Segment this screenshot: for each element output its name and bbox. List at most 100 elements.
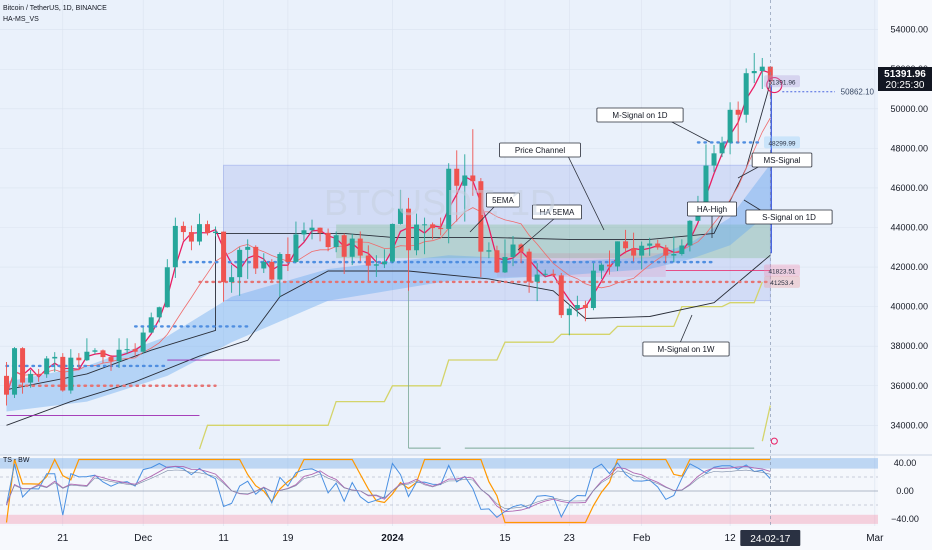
indicator-title: HA-MS_VS [3, 16, 39, 23]
annotation-box [596, 107, 684, 123]
candle-body [470, 175, 476, 182]
candle-body [414, 224, 420, 251]
candle-body [639, 245, 645, 256]
x-tick-label: 11 [218, 533, 229, 544]
annotation-ha5ema: HA 5EMA [540, 208, 575, 217]
candle-body [100, 350, 106, 358]
y-tick-label: 40000.00 [890, 302, 928, 312]
candle-body [229, 277, 235, 283]
candle-body [671, 254, 677, 256]
candle-body [277, 254, 283, 280]
candle-body [28, 373, 34, 383]
candle-body [164, 267, 170, 308]
countdown-timer: 20:25:30 [886, 80, 925, 91]
annotation-ema5: 5EMA [492, 196, 514, 205]
annotation-box [687, 201, 737, 217]
candle-body [582, 305, 588, 309]
watermark: BTCUSDT, 1D [324, 182, 556, 223]
candle-body [397, 208, 403, 224]
candle-body [406, 208, 411, 251]
candle-body [317, 227, 323, 233]
candle-body [478, 181, 484, 252]
y-tick-label: 36000.00 [890, 381, 928, 391]
candle-body [566, 308, 572, 316]
candle-body [20, 348, 26, 383]
candle-body [4, 375, 9, 395]
candle-body [751, 71, 757, 74]
price-label-text: 41823.51 [768, 269, 795, 276]
annotation-pointer [669, 120, 711, 143]
candle-body [116, 349, 122, 362]
candle-body [574, 305, 580, 309]
crosshair-date-bg [740, 530, 801, 546]
annotation-ha-high: HA-High [697, 205, 727, 214]
candle-body [132, 349, 138, 352]
candle-body [550, 273, 556, 276]
candle-body [172, 225, 178, 268]
x-tick-label: 15 [499, 533, 511, 544]
candle-body [269, 261, 275, 280]
annotation-msignal-1w: M-Signal on 1W [658, 345, 715, 354]
annotations-layer: 50862.10 Price Channel 5EMA HA 5EMA HA-High M… [469, 0, 875, 526]
candle-body [590, 270, 596, 309]
candle-body [743, 73, 749, 115]
candle-body [623, 241, 629, 249]
candle-body [381, 261, 387, 265]
candle-body [52, 356, 58, 359]
osc-gray-line [6, 469, 771, 509]
y-tick-label: 42000.00 [890, 262, 928, 272]
price-label-text: 48299.99 [768, 140, 795, 147]
candle-body [365, 255, 371, 266]
signal-marker [770, 437, 778, 445]
ha5ema-line [6, 117, 771, 395]
annotation-box [532, 204, 582, 220]
candle-body [205, 224, 210, 234]
y-tick-label: 44000.00 [890, 223, 928, 233]
candle-body [221, 231, 227, 283]
candle-body [301, 230, 307, 235]
grid-layer [0, 0, 878, 526]
x-tick-label: Feb [633, 533, 651, 544]
candle-body [148, 317, 154, 333]
candle-body [711, 153, 717, 166]
candle-body [341, 235, 347, 257]
candle-body [647, 243, 653, 246]
x-tick-label: 23 [564, 533, 576, 544]
osc-upper-zone [0, 458, 878, 469]
candle-body [156, 307, 162, 318]
annotation-ssignal-1d: S-Signal on 1D [762, 213, 816, 222]
candle-body [196, 224, 202, 242]
osc-tick-label: 0.00 [896, 486, 914, 496]
candle-body [663, 247, 669, 256]
candle-body [502, 256, 508, 273]
candle-body [180, 225, 186, 233]
candle-body [542, 273, 548, 275]
candle-body [349, 238, 355, 257]
candle-body [108, 357, 114, 362]
candle-body [526, 251, 532, 282]
current-price-badge: 51391.96 20:25:30 [878, 67, 932, 91]
candle-body [430, 224, 436, 229]
candle-body [44, 358, 50, 375]
price-label-text: 51391.96 [768, 79, 795, 86]
ms-signal-cloud [6, 164, 771, 412]
candle-body [438, 228, 444, 230]
x-tick-label: 21 [57, 533, 69, 544]
candle-body [245, 246, 251, 250]
current-level-label: 50862.10 [841, 88, 875, 97]
candle-body [333, 235, 339, 248]
msignal-1w-line [198, 281, 763, 450]
candle-body [36, 373, 42, 375]
price-label-tag [764, 136, 800, 149]
annotation-ms-signal: MS-Signal [764, 156, 801, 165]
x-tick-label: 19 [282, 533, 294, 544]
osc-orange-line [5, 458, 771, 524]
candle-body [735, 109, 741, 115]
candle-body [607, 264, 612, 267]
candle-body [518, 244, 524, 252]
candle-body [389, 223, 395, 262]
candle-body [759, 66, 765, 72]
candle-body [446, 168, 452, 229]
candle-body [84, 351, 90, 361]
